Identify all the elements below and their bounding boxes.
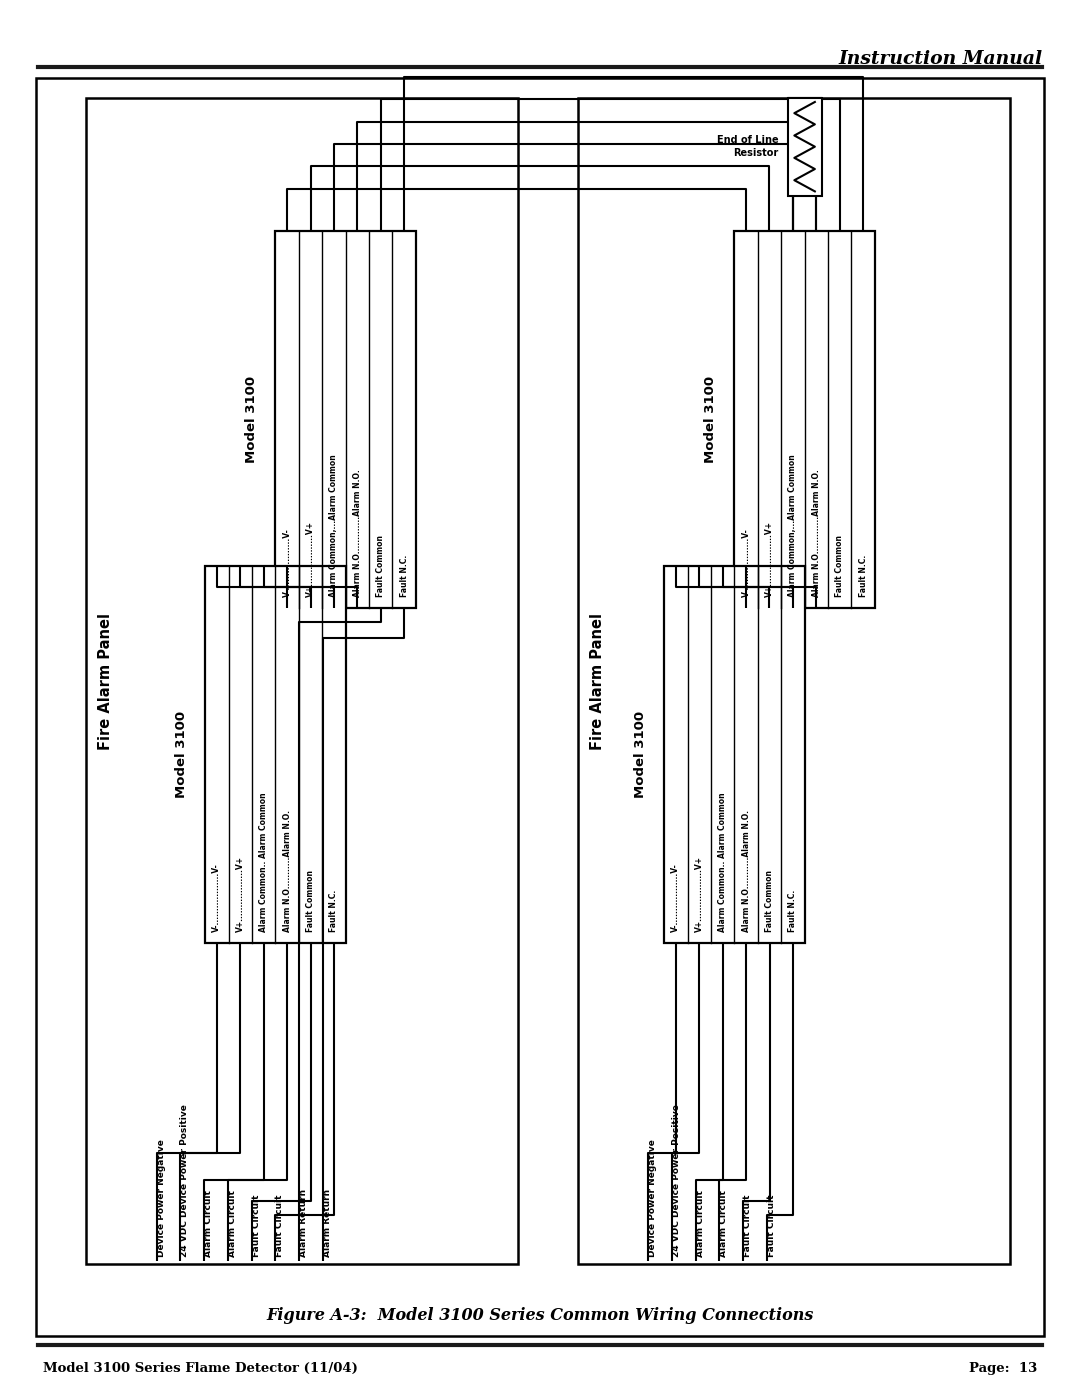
Text: Fire Alarm Panel: Fire Alarm Panel bbox=[590, 612, 605, 750]
Bar bbox=[86, 98, 518, 1264]
Text: Alarm Return: Alarm Return bbox=[299, 1189, 308, 1257]
Text: Fault N.C.: Fault N.C. bbox=[400, 555, 408, 597]
Text: Fire Alarm Panel: Fire Alarm Panel bbox=[98, 612, 113, 750]
Text: Alarm Circuit: Alarm Circuit bbox=[204, 1190, 213, 1257]
Text: Model 3100: Model 3100 bbox=[245, 376, 258, 462]
Text: Alarm N.O.............Alarm N.O.: Alarm N.O.............Alarm N.O. bbox=[353, 469, 362, 597]
Text: Model 3100: Model 3100 bbox=[634, 711, 647, 798]
Text: Fault Circuit: Fault Circuit bbox=[767, 1194, 775, 1257]
Text: Model 3100 Series Flame Detector (11/04): Model 3100 Series Flame Detector (11/04) bbox=[43, 1362, 359, 1375]
Text: Fault Common: Fault Common bbox=[765, 870, 774, 932]
Text: V+..................V+: V+..................V+ bbox=[306, 521, 315, 597]
Text: End of Line
Resistor: End of Line Resistor bbox=[717, 136, 779, 158]
Text: V-..................V-: V-..................V- bbox=[213, 863, 221, 932]
Text: V+..................V+: V+..................V+ bbox=[765, 521, 774, 597]
Text: Alarm Common,...Alarm Common: Alarm Common,...Alarm Common bbox=[329, 454, 338, 597]
Text: V-..................V-: V-..................V- bbox=[283, 528, 292, 597]
Text: Fault Common: Fault Common bbox=[376, 535, 386, 597]
Bar bbox=[205, 566, 346, 943]
Text: Fault N.C.: Fault N.C. bbox=[329, 890, 338, 932]
Bar bbox=[734, 231, 875, 608]
Bar bbox=[578, 98, 1010, 1264]
Text: Fault Circuit: Fault Circuit bbox=[252, 1194, 260, 1257]
Text: Alarm Common.. Alarm Common: Alarm Common.. Alarm Common bbox=[259, 792, 268, 932]
Text: Instruction Manual: Instruction Manual bbox=[838, 50, 1042, 68]
Bar bbox=[275, 231, 416, 608]
Text: Alarm N.O...........Alarm N.O.: Alarm N.O...........Alarm N.O. bbox=[283, 810, 292, 932]
Text: Alarm Circuit: Alarm Circuit bbox=[228, 1190, 237, 1257]
Bar bbox=[664, 566, 805, 943]
Text: Fault Circuit: Fault Circuit bbox=[743, 1194, 752, 1257]
Text: Device Power Negative: Device Power Negative bbox=[157, 1140, 165, 1257]
Text: V+..................V+: V+..................V+ bbox=[694, 856, 704, 932]
Text: Alarm N.O...........Alarm N.O.: Alarm N.O...........Alarm N.O. bbox=[742, 810, 751, 932]
Text: V-..................V-: V-..................V- bbox=[742, 528, 751, 597]
Text: Fault N.C.: Fault N.C. bbox=[788, 890, 797, 932]
Text: 24 VDC Device Power Positive: 24 VDC Device Power Positive bbox=[180, 1105, 189, 1257]
Text: Alarm Common,...Alarm Common: Alarm Common,...Alarm Common bbox=[788, 454, 797, 597]
Text: Model 3100: Model 3100 bbox=[175, 711, 188, 798]
Text: Fault Common: Fault Common bbox=[835, 535, 845, 597]
Text: Alarm Circuit: Alarm Circuit bbox=[719, 1190, 728, 1257]
Text: Page:  13: Page: 13 bbox=[969, 1362, 1037, 1375]
Text: V-..................V-: V-..................V- bbox=[672, 863, 680, 932]
Text: Figure A-3:  Model 3100 Series Common Wiring Connections: Figure A-3: Model 3100 Series Common Wir… bbox=[267, 1308, 813, 1324]
Text: Fault Circuit: Fault Circuit bbox=[275, 1194, 284, 1257]
Text: Alarm Return: Alarm Return bbox=[323, 1189, 332, 1257]
Text: Alarm Circuit: Alarm Circuit bbox=[696, 1190, 704, 1257]
Text: Device Power Negative: Device Power Negative bbox=[648, 1140, 657, 1257]
Text: Model 3100: Model 3100 bbox=[704, 376, 717, 462]
Text: Alarm N.O.............Alarm N.O.: Alarm N.O.............Alarm N.O. bbox=[812, 469, 821, 597]
Text: Alarm Common.. Alarm Common: Alarm Common.. Alarm Common bbox=[718, 792, 727, 932]
Text: Fault N.C.: Fault N.C. bbox=[859, 555, 867, 597]
Text: 24 VDC Device Power Positive: 24 VDC Device Power Positive bbox=[672, 1105, 680, 1257]
Bar bbox=[787, 98, 822, 196]
Text: Fault Common: Fault Common bbox=[306, 870, 315, 932]
Text: V+..................V+: V+..................V+ bbox=[235, 856, 245, 932]
